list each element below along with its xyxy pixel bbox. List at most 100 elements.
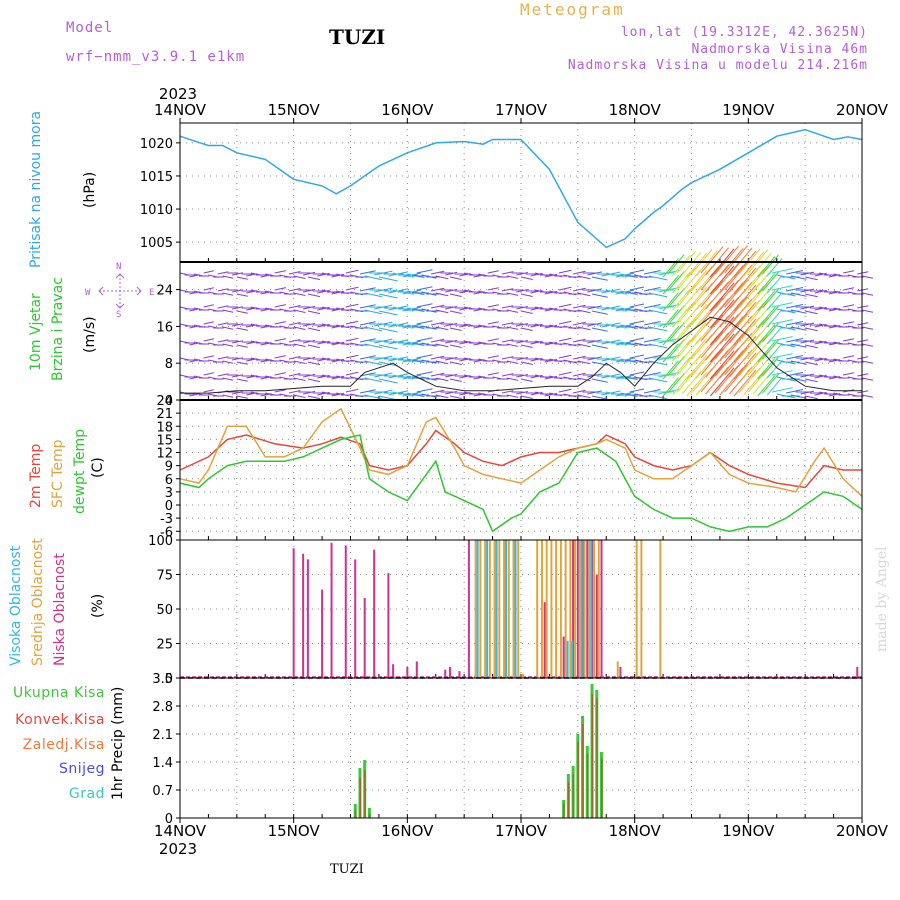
wind-barb [762,271,779,292]
wind-barb [681,319,702,344]
pressure-line [179,128,863,249]
wind-barb [643,304,661,309]
wind-barb [662,309,679,329]
wind-barb [506,377,519,381]
wind-ytick-label: 16 [156,320,173,335]
wind-barb [374,372,393,378]
wind-barb [743,353,765,379]
wind-barb [430,270,445,275]
wind-barb [714,347,739,377]
wind-barb [672,254,691,277]
wind-barb [236,276,248,280]
altitude-label: Nadmorska Visina 46m [691,42,868,57]
time-label-top: 14NOV [154,101,207,119]
wind-barb [231,306,244,310]
wind-barb [747,351,769,376]
wind-barb [302,288,316,293]
wind-barb [587,288,603,293]
wind-barb [435,309,449,314]
wind-barb [695,250,718,277]
precip-conv-bar [567,782,570,818]
wind-barb [743,370,765,396]
wind-barb [790,360,807,365]
wind-barb [714,245,739,275]
wind-barb [435,377,449,382]
wind-barb [766,343,783,362]
pressure-frame [179,122,863,263]
wind-barb [217,339,229,343]
wind-barb [222,309,234,313]
wind-barb [714,330,739,360]
wind-barb [805,361,818,366]
wind-barb [231,272,244,276]
wind-barb [572,321,586,326]
wind-barb [288,322,301,326]
wind-barb [643,372,661,377]
wind-barb [700,246,724,274]
wind-barb [842,287,855,291]
wind-barb [591,276,608,281]
wind-barb [643,287,661,292]
model-altitude-label: Nadmorska Visina u modelu 214.216m [567,58,868,73]
pressure-ytick-label: 1005 [140,236,173,251]
wind-barb [648,377,668,383]
wind-barb [516,272,529,276]
wind-barb [307,395,321,400]
wind-barb [786,287,804,292]
precip_1hr-ytick-label: 1.4 [152,756,173,771]
wind-barb [733,267,757,295]
wind-barb [643,355,661,360]
wind-barb [374,321,393,327]
wind-barb [691,351,713,377]
wind-barb [203,389,215,393]
wind-barb [487,372,499,376]
made-by-credit: made by Angel [874,546,890,653]
wind-barb [842,304,855,308]
wind-barb [288,390,301,394]
wind-barb [572,304,586,309]
wind-barb [364,292,383,298]
wind-barb [686,304,707,329]
wind-barb [506,343,519,347]
wind-barb [762,305,779,326]
precip-conv-bar [601,758,603,818]
wind-compass: N S W E [85,262,155,324]
cloud_cover-ytick-label: 50 [156,603,173,618]
wind-barb [724,245,748,274]
wind-barb [729,366,753,395]
wind-barb [757,256,776,278]
wind-barb [364,343,383,349]
wind-barb [842,270,855,274]
wind-barb [203,270,215,274]
wind-barb [274,372,287,376]
wind-barb [695,335,718,362]
wind-barb [629,320,645,325]
wind-barb [345,303,359,308]
wind-barb [629,388,645,393]
wind-barb [861,377,874,381]
wind-barb [587,305,603,310]
wind-barb [449,378,462,382]
wind-barb [681,336,702,361]
wind-barb [681,353,702,378]
time-label-top: 18NOV [609,101,662,119]
precip-conv-bar [364,770,366,818]
wind-barb [710,350,735,380]
wind-ylabel-2: Brzina i Pravac [50,277,66,381]
precip-conv-bar [586,754,589,818]
wind-barb [752,303,772,327]
wind-barb [729,281,753,310]
wind-barb [302,305,316,310]
meteogram-title: Meteogram [520,0,625,19]
wind-barb [672,339,691,362]
pressure-ytick-label: 1010 [140,203,173,218]
wind-barb [738,265,761,292]
wind-barb [805,378,818,383]
cloud-label-high: Visoka Oblacnost [8,545,24,666]
wind-barb [686,287,707,312]
wind-barb [345,354,359,359]
wind-barb [729,332,753,361]
wind-barb [274,304,287,308]
wind-barb [786,389,804,394]
wind-barb [757,273,776,295]
